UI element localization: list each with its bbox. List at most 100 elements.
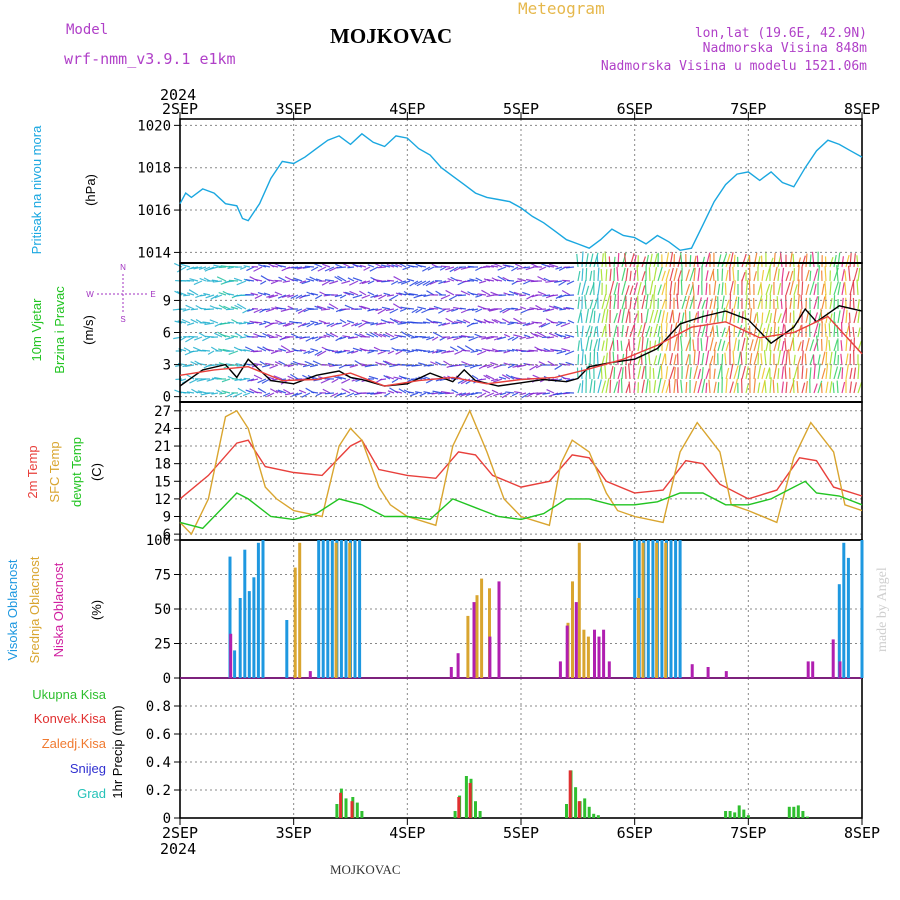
wind-barb bbox=[725, 299, 730, 310]
wind-barb bbox=[789, 280, 794, 296]
wind-barb bbox=[218, 292, 227, 296]
series-line-brzina bbox=[179, 305, 863, 387]
wind-barb bbox=[764, 381, 767, 394]
wind-barb bbox=[206, 378, 215, 382]
wind-barb bbox=[515, 280, 523, 283]
wind-barb bbox=[486, 278, 495, 282]
bar-ukupna-kisa bbox=[335, 804, 339, 818]
wind-barb bbox=[701, 299, 706, 310]
wind-barb bbox=[601, 308, 606, 324]
wind-barb bbox=[737, 364, 741, 380]
wind-barb bbox=[389, 317, 399, 324]
wind-barb bbox=[307, 350, 315, 354]
wind-barb bbox=[397, 280, 407, 284]
model-elevation-label: Nadmorska Visina u modelu 1521.06m bbox=[601, 59, 867, 74]
wind-barb bbox=[181, 318, 191, 324]
wind-barb bbox=[772, 379, 775, 394]
wind-barb bbox=[431, 336, 439, 341]
wind-barb bbox=[657, 365, 662, 380]
wind-barb bbox=[427, 266, 435, 271]
wind-barb bbox=[648, 267, 651, 282]
bar-ukupna-kisa bbox=[742, 809, 746, 818]
wind-barb bbox=[369, 266, 379, 272]
wind-barb bbox=[601, 355, 605, 366]
wind-barb bbox=[360, 305, 371, 310]
wind-barb bbox=[453, 336, 463, 341]
wind-barb bbox=[605, 309, 609, 324]
wind-barb bbox=[653, 284, 657, 296]
wind-barb bbox=[290, 294, 299, 300]
wind-barb bbox=[509, 290, 519, 296]
wind-barb bbox=[857, 267, 861, 282]
wind-barb bbox=[286, 350, 295, 354]
wind-barb bbox=[414, 364, 423, 367]
wind-barb bbox=[219, 392, 227, 395]
wind-barb bbox=[469, 278, 479, 282]
wind-barb bbox=[781, 267, 785, 282]
wind-barb bbox=[577, 340, 580, 352]
year-bottom: 2024 bbox=[160, 840, 196, 858]
wind-barb bbox=[467, 308, 475, 311]
wind-barb bbox=[238, 322, 247, 325]
wind-barb bbox=[523, 266, 531, 269]
wind-barb bbox=[280, 308, 291, 312]
wind-barb bbox=[841, 307, 846, 324]
wind-barb bbox=[813, 383, 818, 394]
wind-barb bbox=[193, 280, 203, 286]
wind-barb bbox=[597, 379, 602, 394]
wind-barb bbox=[383, 292, 391, 296]
wind-barb bbox=[605, 294, 611, 310]
wind-barb bbox=[392, 303, 403, 310]
y-tick-label: 100 bbox=[146, 533, 171, 549]
legend-conv-rain: Konvek.Kisa bbox=[34, 711, 107, 726]
x-tick-label-bottom: 7SEP bbox=[730, 824, 766, 842]
wind-barb bbox=[501, 318, 511, 324]
wind-barb bbox=[443, 360, 451, 366]
wind-barb bbox=[384, 360, 395, 366]
wind-barb bbox=[499, 392, 507, 396]
wind-barb bbox=[415, 308, 423, 314]
wind-barb bbox=[238, 348, 247, 352]
wind-barb bbox=[717, 254, 722, 268]
wind-barb bbox=[709, 337, 714, 352]
wind-barb bbox=[792, 378, 795, 394]
wind-barb bbox=[616, 339, 619, 352]
wind-barb bbox=[195, 391, 203, 394]
wind-barb bbox=[442, 322, 451, 326]
wind-barb bbox=[576, 367, 579, 380]
wind-barb bbox=[645, 293, 649, 310]
wind-barb bbox=[226, 392, 235, 398]
x-tick-label-bottom: 2SEP bbox=[162, 824, 198, 842]
wind-barb bbox=[809, 367, 812, 380]
wind-barb bbox=[679, 251, 683, 268]
wind-barb bbox=[208, 266, 219, 270]
wind-barb bbox=[629, 297, 632, 310]
wind-barb bbox=[233, 346, 243, 352]
wind-barb bbox=[785, 271, 790, 282]
wind-barb bbox=[857, 382, 863, 394]
wind-barb bbox=[769, 284, 773, 296]
wind-barb bbox=[749, 353, 753, 366]
wind-barb bbox=[681, 295, 687, 310]
wind-barb bbox=[242, 392, 251, 397]
wind-barb bbox=[600, 366, 603, 380]
wind-barb bbox=[513, 317, 523, 324]
bar-srednja-oblacnost bbox=[480, 578, 484, 678]
wind-barb bbox=[849, 281, 854, 296]
wind-barb bbox=[311, 391, 319, 394]
wind-barb bbox=[254, 294, 263, 299]
wind-barb bbox=[617, 366, 623, 380]
wind-barb bbox=[447, 278, 455, 282]
wind-barb bbox=[202, 349, 211, 352]
wind-barb bbox=[443, 280, 451, 284]
wind-barb bbox=[605, 378, 610, 394]
wind-barb bbox=[649, 326, 653, 338]
wind-barb bbox=[637, 337, 641, 352]
wind-barb bbox=[509, 321, 519, 324]
y-tick-label: 1016 bbox=[137, 203, 171, 219]
wind-barb bbox=[334, 276, 343, 282]
bar-konvek-kisa bbox=[577, 801, 581, 818]
wind-barb bbox=[527, 308, 535, 311]
wind-barb bbox=[346, 350, 355, 355]
wind-barb bbox=[186, 266, 195, 271]
